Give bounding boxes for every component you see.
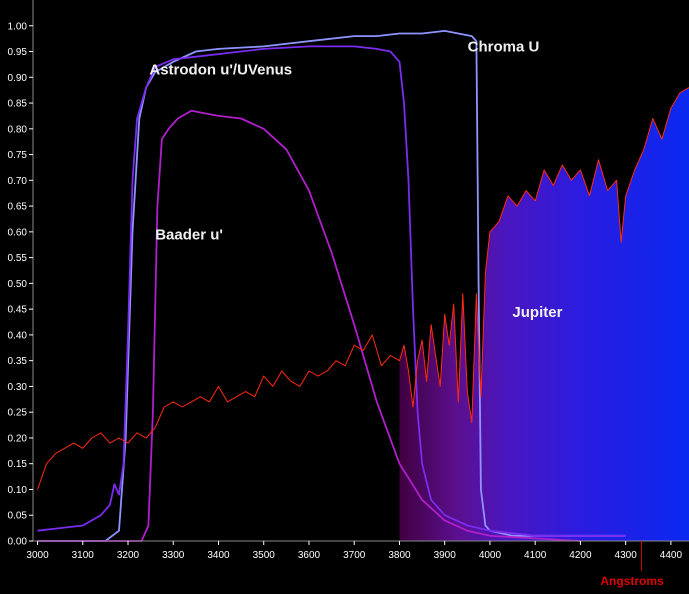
x-tick-label: 4400 (660, 550, 683, 561)
series-labels-layer: Chroma U Astrodon u'/UVenus Baader u' Jupit… (149, 39, 562, 321)
x-tick-label: 3300 (162, 550, 185, 561)
x-axis-title: Angstroms (600, 574, 664, 588)
x-tick-label: 3700 (343, 550, 366, 561)
x-tick-label: 3100 (72, 550, 95, 561)
y-tick-label: 0.70 (8, 176, 28, 187)
x-tick-label: 3400 (207, 550, 230, 561)
y-tick-label: 0.15 (8, 459, 28, 470)
y-tick-label: 0.75 (8, 150, 28, 161)
y-tick-label: 0.60 (8, 227, 28, 238)
y-tick-label: 0.90 (8, 73, 28, 84)
series-line-chroma-u (37, 29, 626, 542)
y-tick-label: 0.50 (8, 279, 28, 290)
x-tick-label: 3900 (434, 550, 457, 561)
y-tick-label: 0.55 (8, 253, 28, 264)
y-tick-label: 1.00 (8, 21, 28, 32)
y-tick-label: 0.00 (8, 537, 28, 548)
y-tick-label: 0.20 (8, 433, 28, 444)
y-tick-label: 0.35 (8, 356, 28, 367)
y-tick-label: 0.25 (8, 408, 28, 419)
y-tick-label: 0.05 (8, 511, 28, 522)
y-tick-label: 0.30 (8, 382, 28, 393)
series-label-chroma-u: Chroma U (468, 39, 540, 56)
x-tick-label: 4000 (479, 550, 502, 561)
series-label-baader-u: Baader u' (155, 227, 223, 244)
y-tick-label: 0.40 (8, 330, 28, 341)
jupiter-fill-layer (399, 87, 689, 541)
jupiter-fill-area (399, 87, 689, 541)
axes-layer: 0.00 0.05 0.10 0.15 0.20 0.25 0.30 0.35 0.40 0.45… (8, 0, 689, 571)
series-line-astrodon-u-uvenus (37, 45, 626, 537)
x-tick-label: 3000 (26, 550, 49, 561)
x-tick-label: 3500 (253, 550, 276, 561)
series-label-astrodon-u-uvenus: Astrodon u'/UVenus (149, 62, 292, 79)
x-tick-label: 4100 (524, 550, 547, 561)
y-tick-label: 0.45 (8, 305, 28, 316)
y-tick-label: 0.65 (8, 202, 28, 213)
series-label-jupiter: Jupiter (512, 304, 562, 321)
x-tick-label: 4200 (569, 550, 592, 561)
y-tick-label: 0.95 (8, 47, 28, 58)
y-tick-label: 0.10 (8, 485, 28, 496)
x-tick-label: 3800 (388, 550, 411, 561)
x-tick-label: 3600 (298, 550, 321, 561)
y-tick-label: 0.80 (8, 124, 28, 135)
series-layer (37, 29, 689, 542)
y-tick-label: 0.85 (8, 99, 28, 110)
x-tick-label: 3200 (117, 550, 140, 561)
x-tick-label: 4300 (615, 550, 638, 561)
series-line-baader-u (37, 109, 581, 542)
series-line-jupiter (37, 87, 689, 490)
